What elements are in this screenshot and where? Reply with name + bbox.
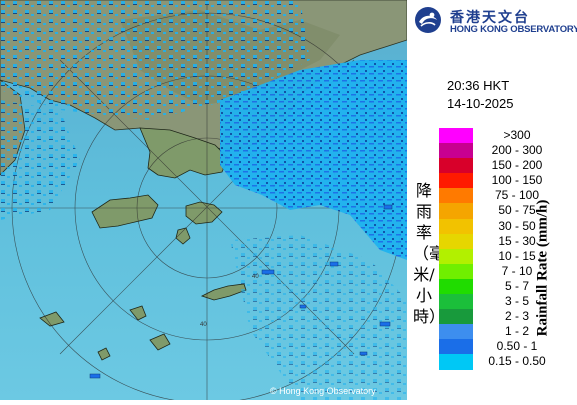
legend-swatch: [439, 294, 473, 310]
legend-label: 50 - 75: [498, 203, 536, 218]
legend-label: 2 - 3: [504, 309, 529, 324]
legend-swatch: [439, 248, 473, 264]
legend-row: 0.50 - 1: [439, 339, 569, 355]
legend-swatch: [439, 128, 473, 144]
legend-label: 0.15 - 0.50: [488, 354, 546, 369]
observation-time: 20:36 HKT: [447, 78, 510, 93]
rain-echo-area: [220, 60, 407, 260]
legend-row: 1 - 2: [439, 324, 569, 340]
legend-label: 10 - 15: [498, 248, 536, 263]
legend-row: 50 - 75: [439, 203, 569, 219]
legend-swatch: [439, 354, 473, 370]
observation-date: 14-10-2025: [447, 96, 514, 111]
legend-label: 200 - 300: [491, 143, 543, 158]
legend-row: 75 - 100: [439, 188, 569, 204]
legend-swatch: [439, 203, 473, 219]
copyright-notice: © Hong Kong Observatory: [270, 386, 376, 396]
legend-row: >300: [439, 128, 569, 144]
legend-label: 75 - 100: [494, 188, 540, 203]
wanshan-islands: [39, 305, 171, 361]
legend-label: >300: [503, 128, 531, 142]
legend-row: 30 - 50: [439, 218, 569, 234]
legend-row: 15 - 30: [439, 233, 569, 249]
hko-name-english: HONG KONG OBSERVATORY: [450, 24, 577, 35]
hko-logo-icon: [415, 7, 441, 33]
legend-swatch: [439, 339, 473, 355]
legend-title-chinese: 降雨率（毫米/小時）: [413, 181, 446, 326]
legend-label: 1 - 2: [504, 324, 529, 339]
rain-echo-scattered-south: [230, 235, 407, 400]
legend-label: 3 - 5: [504, 294, 529, 309]
legend-row: 0.15 - 0.50: [439, 354, 569, 370]
legend-swatch: [439, 278, 473, 295]
legend-row: 150 - 200: [439, 158, 569, 174]
legend-row: 10 - 15: [439, 248, 569, 264]
lantau-island: [91, 194, 159, 229]
legend-row: 7 - 10: [439, 263, 569, 279]
legend-swatch: [439, 173, 473, 189]
radar-map-canvas: 40 40 © Hong Kong Observatory: [0, 0, 408, 404]
rain-echo-scattered-west: [0, 100, 80, 220]
legend-row: 2 - 3: [439, 309, 569, 325]
legend-row: 5 - 7: [439, 278, 569, 295]
legend-title-english: Rainfall Rate (mm/h): [534, 199, 551, 337]
legend-swatch: [439, 263, 473, 279]
legend-label: 5 - 7: [504, 278, 529, 293]
legend-swatch: [439, 233, 473, 249]
legend-label: 150 - 200: [491, 158, 543, 173]
legend-panel: 香港天文台 HONG KONG OBSERVATORY 20:36 HKT 14…: [407, 0, 577, 400]
rain-echo-cells: [89, 204, 393, 379]
new-territories: [139, 127, 229, 179]
legend-swatch: [439, 188, 473, 204]
legend-row: 3 - 5: [439, 294, 569, 310]
legend-label: 15 - 30: [498, 233, 536, 248]
legend-swatch: [439, 324, 473, 340]
legend-swatch: [439, 158, 473, 174]
hko-logo: 香港天文台 HONG KONG OBSERVATORY: [414, 6, 577, 36]
legend-swatch: [439, 309, 473, 325]
hko-name-chinese: 香港天文台: [450, 10, 530, 26]
legend-label: 30 - 50: [498, 218, 536, 233]
legend-swatch: [439, 218, 473, 234]
legend-row: 200 - 300: [439, 143, 569, 159]
legend-label: 0.50 - 1: [496, 339, 538, 354]
legend-row: 100 - 150: [439, 173, 569, 189]
rainfall-legend: >300 200 - 300 150 - 200 100 - 150 75 - 100 5…: [439, 128, 569, 370]
range-ring-label: 40: [200, 322, 207, 328]
legend-label: 7 - 10: [501, 263, 533, 278]
lamma-island: [175, 227, 191, 245]
legend-label: 100 - 150: [491, 173, 543, 188]
radar-map: 40 40 © Hong Kong Observatory: [0, 0, 408, 404]
rain-echo-scattered-north: [0, 0, 310, 120]
legend-swatch: [439, 143, 473, 159]
